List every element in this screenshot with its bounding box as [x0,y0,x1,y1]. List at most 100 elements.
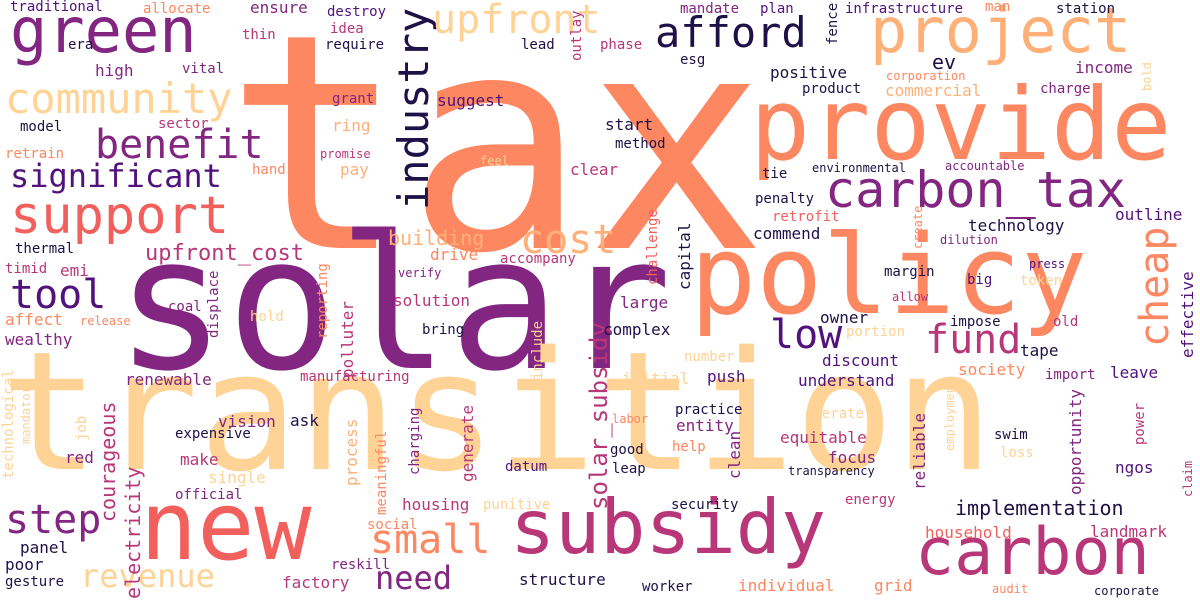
cloud-word: punitive [483,497,551,513]
cloud-word: affect [5,310,63,329]
cloud-word: drive [430,245,479,264]
cloud-word: lead [521,37,555,53]
cloud-word: emi [60,261,89,280]
cloud-word: ev [932,50,957,74]
cloud-word: thin [242,27,276,43]
cloud-word: commercial [885,81,982,100]
cloud-word: leap [612,461,646,477]
cloud-word: pay [340,160,369,179]
cloud-word: loss [1000,445,1034,461]
cloud-word: make [180,450,219,469]
cloud-word: sector [158,116,209,132]
cloud-word: complex [603,320,671,339]
cloud-word: technology [968,216,1065,235]
cloud-word: revenue [80,557,215,595]
cloud-word: era [68,37,94,53]
cloud-word: worker [642,579,693,595]
cloud-word: help [672,439,706,455]
cloud-word: reskill [331,557,391,573]
cloud-word: tie [762,166,788,182]
cloud-word: wealthy [5,330,73,349]
cloud-word: industry [389,7,438,210]
cloud-word: solar [115,196,672,412]
cloud-word: retrain [5,146,65,162]
cloud-word: thermal [15,241,75,257]
cloud-word: tool [10,272,107,318]
cloud-word: expensive [175,426,251,442]
cloud-word: dilution [940,233,998,247]
cloud-word: housing [402,495,470,514]
cloud-word: displace [206,270,222,338]
cloud-word: penalty [755,191,815,207]
cloud-word: transparency [788,464,875,478]
cloud-word: fund [925,317,1022,363]
cloud-word: token [1020,273,1063,289]
cloud-word: official [175,487,243,503]
cloud-word: individual [738,576,835,595]
cloud-word: panel [20,538,69,557]
cloud-word: destroy [327,4,387,20]
cloud-word: mandatory [19,378,33,444]
cloud-word: infrastructure [845,1,964,17]
cloud-word: opportunity [1066,389,1085,495]
cloud-word: outline [1115,205,1183,224]
cloud-word: poor [5,555,44,574]
cloud-word: grid [874,576,913,595]
cloud-word: initial [622,369,690,388]
cloud-word: project [870,0,1132,67]
cloud-word: press [1029,257,1066,271]
cloud-word: number [684,349,735,365]
cloud-word: low [770,312,843,358]
cloud-word: charging [407,407,423,475]
cloud-word: product [802,81,862,97]
cloud-word: practice [675,402,743,418]
cloud-word: building [388,226,485,250]
cloud-word: upfront [432,0,601,43]
cloud-word: upfront_cost [145,241,304,266]
cloud-word: good [610,442,644,458]
cloud-word: tape [1020,341,1059,360]
cloud-word: single [208,468,266,487]
cloud-word: environmental [812,161,906,175]
cloud-word: allocate [143,1,211,17]
cloud-word: operate [805,406,865,422]
cloud-word: ring [332,116,371,135]
cloud-word: retrofit [772,209,840,225]
cloud-word: courageous [96,401,120,522]
cloud-word: charge [1040,81,1091,97]
cloud-word: equitable [780,428,867,447]
cloud-word: push [707,367,746,386]
cloud-word: accountable [945,159,1025,173]
cloud-word: require [325,37,385,53]
cloud-word: structure [519,570,606,589]
cloud-word: traditional [10,0,103,15]
cloud-word: allow [892,290,929,304]
cloud-word: margin [884,264,935,280]
cloud-word: labor [612,412,649,426]
cloud-word: need [375,559,453,597]
cloud-word: portion [846,324,906,340]
cloud-word: income [1075,58,1133,77]
cloud-word: implementation [955,496,1124,520]
cloud-word: job [74,415,90,441]
cloud-word: station [1056,1,1116,17]
cloud-word: big [967,272,993,288]
cloud-word: datum [505,459,548,475]
cloud-word: ensure [250,0,308,17]
cloud-word: owner [820,308,869,327]
cloud-word: polluter [338,300,357,378]
cloud-word: method [615,136,666,152]
cloud-word: timid [5,261,48,277]
cloud-word: employment [943,378,957,451]
cloud-word: cost [520,217,617,263]
cloud-word: reliable [910,412,929,490]
cloud-word: support [10,186,230,246]
cloud-word: swim [994,427,1028,443]
cloud-word: mandate [680,1,740,17]
cloud-word: large [620,293,669,312]
cloud-word: outlay [569,10,585,61]
cloud-word: significant [10,157,222,195]
cloud-word: promise [320,147,371,161]
cloud-word: esg [680,52,706,68]
cloud-word: security [671,497,739,513]
